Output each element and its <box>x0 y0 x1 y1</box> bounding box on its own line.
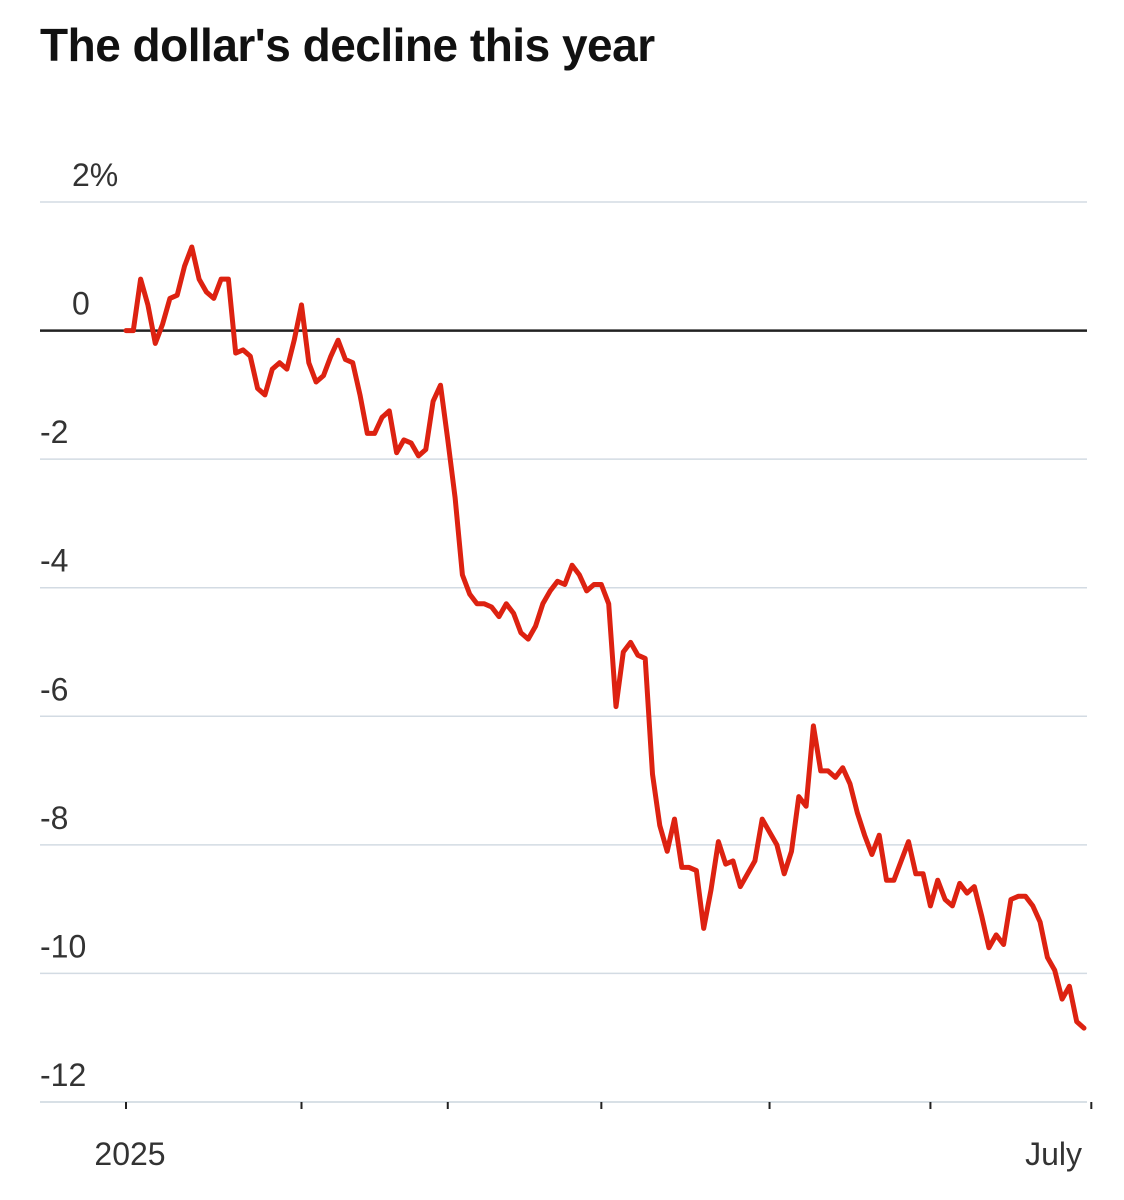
x-tick-label: July <box>1025 1136 1082 1172</box>
y-tick-label: -12 <box>40 1057 86 1093</box>
data-points <box>125 246 1085 1029</box>
series-line <box>123 244 1087 1031</box>
x-axis: 2025 July <box>40 1101 1093 1172</box>
y-tick-label: 0 <box>72 286 90 322</box>
gridlines <box>40 201 1087 1103</box>
y-axis-ticks: 2% 0 -2 -4 -6 -8 -10 -12 <box>40 157 118 1093</box>
series-layer <box>40 244 1087 1031</box>
y-tick-label: -2 <box>40 414 68 450</box>
y-tick-label: -6 <box>40 671 68 707</box>
chart-title: The dollar's decline this year <box>40 19 655 71</box>
y-tick-label: 2% <box>72 157 118 193</box>
y-tick-label: -10 <box>40 928 86 964</box>
y-tick-label: -4 <box>40 543 68 579</box>
y-tick-label: -8 <box>40 800 68 836</box>
x-tick-label: 2025 <box>94 1136 165 1172</box>
